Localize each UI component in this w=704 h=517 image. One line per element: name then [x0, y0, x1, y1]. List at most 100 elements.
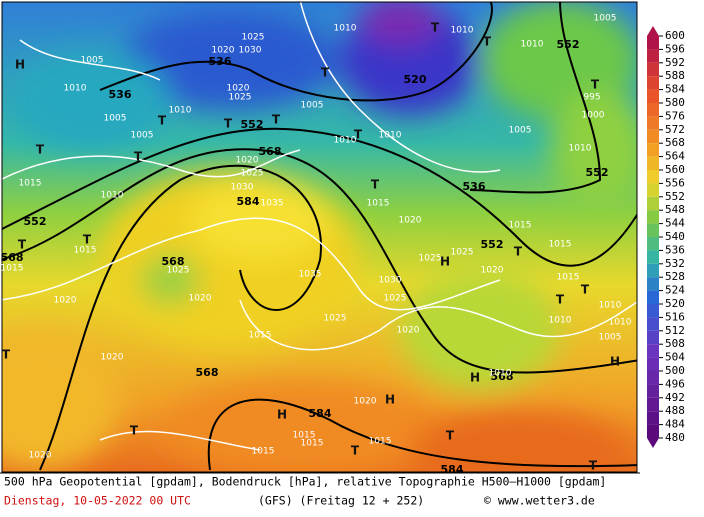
- colorbar-label: 572: [665, 123, 685, 136]
- colorbar-cell: [647, 237, 659, 251]
- pressure-label: 1010: [379, 131, 402, 141]
- pressure-center: T: [591, 78, 600, 92]
- colorbar-cell: [647, 49, 659, 63]
- pressure-center: T: [36, 143, 45, 157]
- colorbar-cell: [647, 371, 659, 385]
- colorbar-label: 532: [665, 257, 685, 270]
- colorbar-cell: [647, 196, 659, 211]
- pressure-label: 1010: [521, 40, 544, 50]
- geopotential-label: 520: [404, 73, 427, 86]
- colorbar-label: 504: [665, 351, 685, 364]
- colorbar-label: 528: [665, 270, 685, 283]
- pressure-center: T: [514, 245, 523, 259]
- footer-title: 500 hPa Geopotential [gpdam], Bodendruck…: [4, 475, 606, 489]
- pressure-label: 1015: [1, 264, 24, 274]
- pressure-label: 1025: [384, 294, 407, 304]
- pressure-label: 1020: [29, 451, 52, 461]
- colorbar-label: 576: [665, 109, 685, 122]
- geopotential-label: 552: [241, 118, 264, 131]
- pressure-center: T: [589, 459, 598, 473]
- colorbar-label: 544: [665, 217, 685, 230]
- pressure-center: T: [483, 35, 492, 49]
- pressure-label: 1035: [261, 199, 284, 209]
- pressure-center: H: [15, 58, 25, 72]
- pressure-center: H: [470, 371, 480, 385]
- colorbar-label: 524: [665, 284, 685, 297]
- pressure-center: T: [321, 66, 330, 80]
- map-frame: [1, 1, 638, 473]
- colorbar-cell: [647, 89, 659, 103]
- pressure-label: 1015: [252, 447, 275, 457]
- pressure-label: 1010: [609, 318, 632, 328]
- pressure-label: 1010: [334, 24, 357, 34]
- pressure-label: 1015: [74, 246, 97, 256]
- colorbar-label: 568: [665, 136, 685, 149]
- pressure-center: H: [440, 255, 450, 269]
- colorbar-cell: [647, 36, 659, 50]
- colorbar-cell: [647, 223, 659, 237]
- colorbar-cell: [647, 277, 659, 291]
- geopotential-label: 552: [557, 38, 580, 51]
- pressure-label: 1015: [19, 179, 42, 189]
- colorbar-label: 496: [665, 377, 685, 390]
- colorbar-label: 580: [665, 96, 685, 109]
- colorbar-cell: [647, 156, 659, 170]
- pressure-label: 1005: [599, 333, 622, 343]
- pressure-label: 1020: [354, 397, 377, 407]
- colorbar-label: 540: [665, 230, 685, 243]
- geopotential-label: 584: [237, 195, 260, 208]
- colorbar-label: 480: [665, 431, 685, 444]
- footer-credit: © www.wetter3.de: [484, 494, 595, 508]
- pressure-label: 1030: [379, 276, 402, 286]
- colorbar-cell: [647, 263, 659, 278]
- colorbar-cell: [647, 397, 659, 412]
- geopotential-label: 568: [196, 366, 219, 379]
- geopotential-label: 568: [491, 370, 514, 383]
- pressure-label: 1010: [101, 191, 124, 201]
- pressure-label: 1025: [451, 248, 474, 258]
- pressure-center: T: [431, 21, 440, 35]
- pressure-label: 1020: [236, 156, 259, 166]
- pressure-center: T: [18, 238, 27, 252]
- colorbar-label: 488: [665, 404, 685, 417]
- pressure-label: 1010: [489, 369, 512, 379]
- pressure-center: T: [224, 117, 233, 131]
- pressure-label: 1020: [227, 84, 250, 94]
- colorbar-label: 516: [665, 310, 685, 323]
- colorbar-cell: [647, 183, 659, 197]
- footer-model: (GFS) (Freitag 12 + 252): [258, 494, 424, 508]
- pressure-label: 1020: [397, 326, 420, 336]
- colorbar-cell: [647, 290, 659, 304]
- pressure-label: 1010: [334, 136, 357, 146]
- colorbar-label: 536: [665, 243, 685, 256]
- pressure-label: 1020: [101, 353, 124, 363]
- pressure-label: 1000: [582, 111, 605, 121]
- colorbar-label: 492: [665, 391, 685, 404]
- pressure-center: T: [158, 114, 167, 128]
- pressure-label: 1020: [212, 46, 235, 56]
- pressure-label: 1015: [549, 240, 572, 250]
- pressure-center: T: [581, 283, 590, 297]
- pressure-label: 1025: [167, 266, 190, 276]
- colorbar-cell: [647, 357, 659, 371]
- colorbar-cell: [647, 304, 659, 318]
- geopotential-label: 536: [109, 88, 132, 101]
- geopotential-label: 536: [463, 180, 486, 193]
- pressure-label: 1005: [594, 14, 617, 24]
- pressure-label: 1005: [301, 101, 324, 111]
- colorbar-label: 512: [665, 324, 685, 337]
- colorbar-cell: [647, 210, 659, 224]
- pressure-center: T: [130, 424, 139, 438]
- pressure-label: 1010: [549, 316, 572, 326]
- geopotential-label: 568: [162, 255, 185, 268]
- geopotential-label: 552: [481, 238, 504, 251]
- colorbar-cell: [647, 62, 659, 77]
- pressure-label: 1025: [419, 254, 442, 264]
- geopotential-label: 536: [209, 55, 232, 68]
- pressure-center: H: [277, 408, 287, 422]
- colorbar-cell: [647, 411, 659, 425]
- pressure-label: 1010: [169, 106, 192, 116]
- pressure-label: 1010: [64, 84, 87, 94]
- pressure-label: 1015: [293, 431, 316, 441]
